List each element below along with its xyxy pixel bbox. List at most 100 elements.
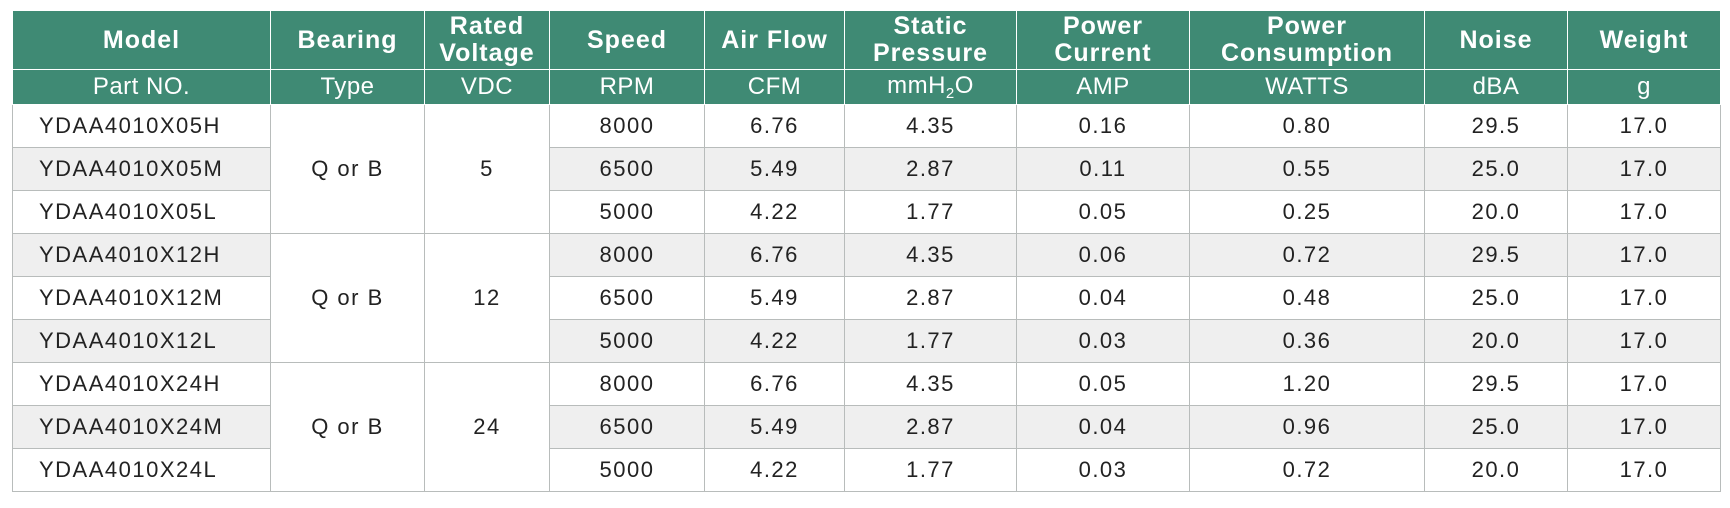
cell-current: 0.03 — [1016, 448, 1190, 492]
cell-speed: 5000 — [549, 319, 705, 363]
unit-pressure: mmH2O — [844, 69, 1017, 105]
cell-airflow: 5.49 — [704, 276, 845, 320]
cell-bearing: Q or B — [270, 362, 425, 492]
cell-airflow: 5.49 — [704, 405, 845, 449]
header-pressure: Static Pressure — [844, 10, 1017, 70]
cell-voltage: 12 — [424, 233, 550, 363]
header-current: Power Current — [1016, 10, 1190, 70]
cell-model: YDAA4010X12H — [12, 233, 271, 277]
cell-consumption: 1.20 — [1189, 362, 1425, 406]
unit-model: Part NO. — [12, 69, 271, 105]
cell-consumption: 0.36 — [1189, 319, 1425, 363]
cell-airflow: 6.76 — [704, 104, 845, 148]
cell-bearing: Q or B — [270, 104, 425, 234]
cell-consumption: 0.25 — [1189, 190, 1425, 234]
unit-weight: g — [1567, 69, 1721, 105]
table-row: YDAA4010X05L 5000 4.22 1.77 0.05 0.25 20… — [12, 190, 1721, 234]
cell-speed: 8000 — [549, 104, 705, 148]
header-speed: Speed — [549, 10, 705, 70]
cell-speed: 5000 — [549, 448, 705, 492]
cell-consumption: 0.72 — [1189, 233, 1425, 277]
header-model: Model — [12, 10, 271, 70]
cell-consumption: 0.55 — [1189, 147, 1425, 191]
spec-table-container: Model Bearing Rated Voltage Speed Air Flo… — [12, 10, 1721, 492]
cell-noise: 25.0 — [1424, 405, 1568, 449]
unit-current: AMP — [1016, 69, 1190, 105]
cell-noise: 25.0 — [1424, 147, 1568, 191]
cell-speed: 6500 — [549, 147, 705, 191]
table-row: YDAA4010X12M 6500 5.49 2.87 0.04 0.48 25… — [12, 276, 1721, 320]
header-current-line1: Power — [1062, 12, 1144, 40]
cell-consumption: 0.72 — [1189, 448, 1425, 492]
cell-model: YDAA4010X05M — [12, 147, 271, 191]
cell-speed: 5000 — [549, 190, 705, 234]
table-header: Model Bearing Rated Voltage Speed Air Flo… — [12, 10, 1721, 105]
table-row: YDAA4010X24L 5000 4.22 1.77 0.03 0.72 20… — [12, 448, 1721, 492]
cell-weight: 17.0 — [1567, 190, 1721, 234]
cell-pressure: 1.77 — [844, 319, 1017, 363]
header-weight: Weight — [1567, 10, 1721, 70]
header-airflow: Air Flow — [704, 10, 845, 70]
cell-noise: 29.5 — [1424, 362, 1568, 406]
unit-pressure-subscript: 2 — [945, 85, 955, 102]
unit-pressure-suffix: O — [954, 72, 974, 99]
cell-current: 0.03 — [1016, 319, 1190, 363]
unit-airflow: CFM — [704, 69, 845, 105]
table-row: YDAA4010X24H Q or B 24 8000 6.76 4.35 0.… — [12, 362, 1721, 492]
cell-current: 0.04 — [1016, 405, 1190, 449]
cell-noise: 20.0 — [1424, 448, 1568, 492]
header-noise: Noise — [1424, 10, 1568, 70]
cell-airflow: 4.22 — [704, 448, 845, 492]
cell-consumption: 0.80 — [1189, 104, 1425, 148]
cell-model: YDAA4010X05H — [12, 104, 271, 148]
table-row: YDAA4010X05M 6500 5.49 2.87 0.11 0.55 25… — [12, 147, 1721, 191]
cell-pressure: 2.87 — [844, 276, 1017, 320]
cell-model: YDAA4010X24L — [12, 448, 271, 492]
header-consumption-line2: Consumption — [1220, 39, 1394, 67]
unit-speed: RPM — [549, 69, 705, 105]
header-voltage-line2: Voltage — [439, 39, 535, 67]
cell-airflow: 4.22 — [704, 190, 845, 234]
cell-model: YDAA4010X12M — [12, 276, 271, 320]
cell-pressure: 2.87 — [844, 405, 1017, 449]
header-consumption-line1: Power — [1266, 12, 1348, 40]
table-row: YDAA4010X24M 6500 5.49 2.87 0.04 0.96 25… — [12, 405, 1721, 449]
cell-model: YDAA4010X12L — [12, 319, 271, 363]
header-pressure-line1: Static — [893, 12, 968, 40]
cell-pressure: 4.35 — [844, 104, 1017, 148]
cell-current: 0.05 — [1016, 362, 1190, 406]
cell-model: YDAA4010X24M — [12, 405, 271, 449]
header-row-titles: Model Bearing Rated Voltage Speed Air Flo… — [12, 10, 1721, 70]
cell-consumption: 0.48 — [1189, 276, 1425, 320]
table-row: YDAA4010X05H Q or B 5 8000 6.76 4.35 0.1… — [12, 104, 1721, 234]
cell-airflow: 5.49 — [704, 147, 845, 191]
cell-current: 0.04 — [1016, 276, 1190, 320]
cell-weight: 17.0 — [1567, 405, 1721, 449]
cell-airflow: 6.76 — [704, 233, 845, 277]
table-row: YDAA4010X12H Q or B 12 8000 6.76 4.35 0.… — [12, 233, 1721, 363]
cell-noise: 20.0 — [1424, 319, 1568, 363]
cell-noise: 20.0 — [1424, 190, 1568, 234]
cell-airflow: 6.76 — [704, 362, 845, 406]
header-voltage-line1: Rated — [449, 12, 525, 40]
cell-bearing: Q or B — [270, 233, 425, 363]
cell-weight: 17.0 — [1567, 448, 1721, 492]
header-consumption: Power Consumption — [1189, 10, 1425, 70]
cell-weight: 17.0 — [1567, 362, 1721, 406]
cell-current: 0.11 — [1016, 147, 1190, 191]
cell-weight: 17.0 — [1567, 319, 1721, 363]
cell-airflow: 4.22 — [704, 319, 845, 363]
cell-weight: 17.0 — [1567, 104, 1721, 148]
cell-weight: 17.0 — [1567, 147, 1721, 191]
cell-pressure: 2.87 — [844, 147, 1017, 191]
cell-pressure: 1.77 — [844, 190, 1017, 234]
header-pressure-line2: Pressure — [872, 39, 989, 67]
unit-voltage: VDC — [424, 69, 550, 105]
cell-speed: 6500 — [549, 405, 705, 449]
table-body: YDAA4010X05H Q or B 5 8000 6.76 4.35 0.1… — [12, 104, 1721, 492]
cell-speed: 8000 — [549, 233, 705, 277]
cell-pressure: 4.35 — [844, 362, 1017, 406]
cell-model: YDAA4010X05L — [12, 190, 271, 234]
cell-consumption: 0.96 — [1189, 405, 1425, 449]
table-row: YDAA4010X12L 5000 4.22 1.77 0.03 0.36 20… — [12, 319, 1721, 363]
